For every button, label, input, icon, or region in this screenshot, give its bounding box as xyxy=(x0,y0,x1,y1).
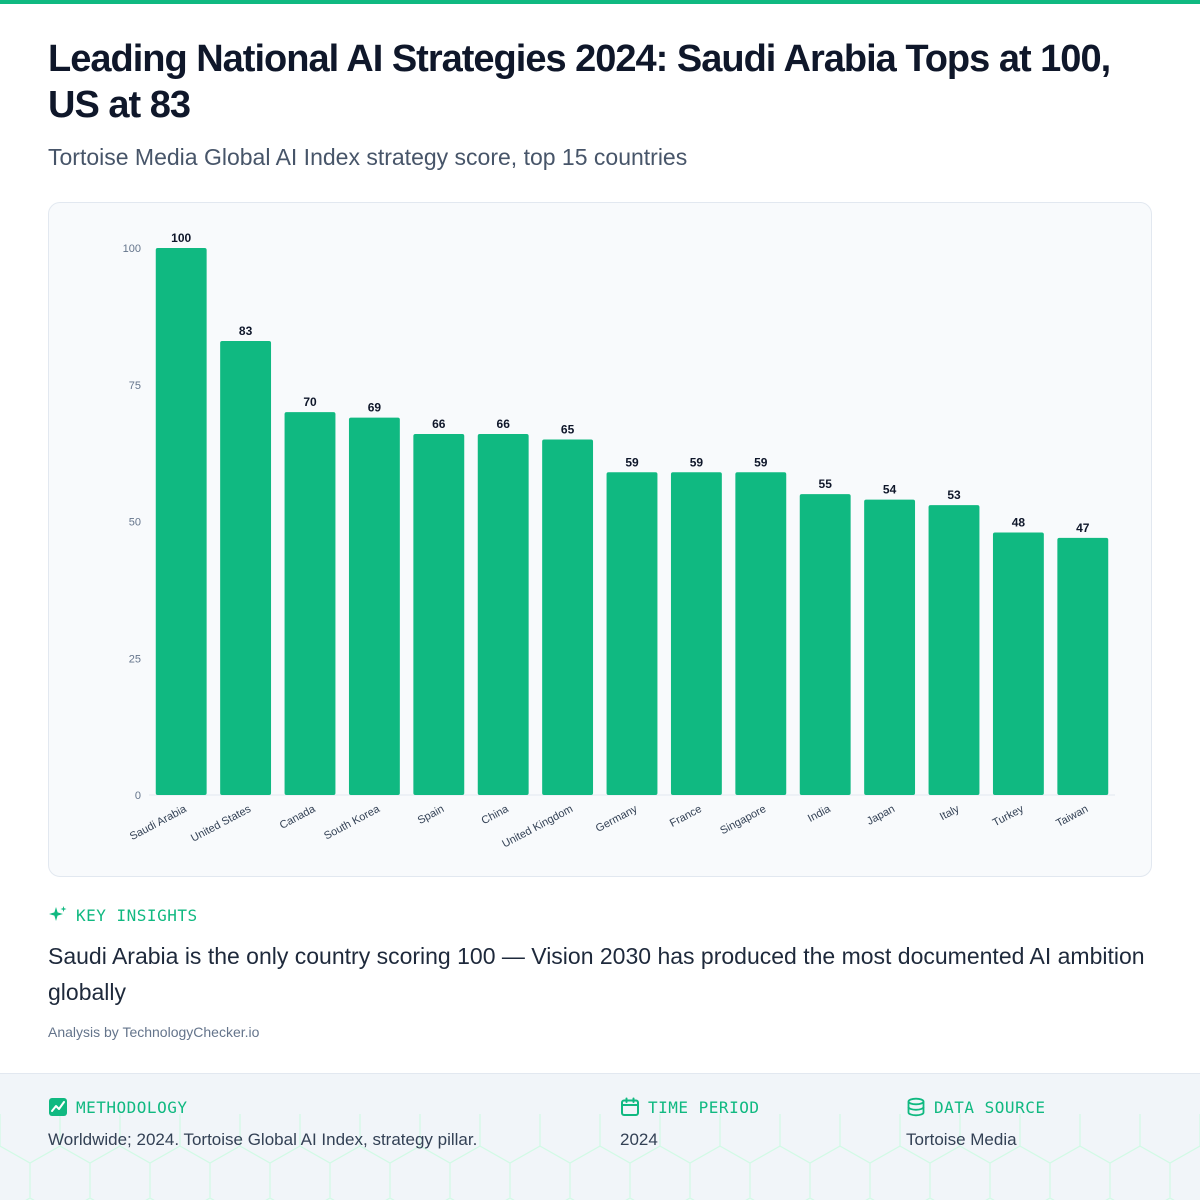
data-label: 100 xyxy=(171,231,191,245)
bar xyxy=(992,532,1044,795)
bar xyxy=(477,433,529,795)
data-source-text: Tortoise Media xyxy=(906,1130,1017,1149)
time-period-text: 2024 xyxy=(620,1130,658,1149)
x-tick-label: Canada xyxy=(278,803,318,832)
data-label: 70 xyxy=(303,395,317,409)
x-tick-label: China xyxy=(480,803,512,828)
data-label: 59 xyxy=(754,455,768,469)
calendar-icon xyxy=(621,1097,639,1116)
x-tick-label: Saudi Arabia xyxy=(128,803,189,843)
methodology-text: Worldwide; 2024. Tortoise Global AI Inde… xyxy=(48,1130,478,1149)
page-subtitle: Tortoise Media Global AI Index strategy … xyxy=(48,144,688,170)
x-tick-label: Singapore xyxy=(718,803,768,837)
page-title: Leading National AI Strategies 2024: Sau… xyxy=(48,38,1111,126)
data-label: 65 xyxy=(561,422,575,436)
bar xyxy=(799,494,851,795)
attribution: Analysis by TechnologyChecker.io xyxy=(48,1024,260,1040)
x-tick-label: France xyxy=(668,803,704,830)
y-tick-label: 100 xyxy=(123,243,141,255)
bar xyxy=(348,417,400,795)
bar xyxy=(413,433,465,795)
bar-chart: 0 25 50 75 100 100 Saudi Arabia 83 United States… xyxy=(123,231,1115,850)
bar xyxy=(1057,537,1109,795)
data-label: 66 xyxy=(497,417,511,431)
x-tick-label: Germany xyxy=(594,803,640,835)
insights-heading: KEY INSIGHTS xyxy=(48,905,198,925)
data-label: 69 xyxy=(368,401,382,415)
x-tick-label: United States xyxy=(189,803,253,845)
x-tick-label: South Korea xyxy=(322,803,382,843)
footer: METHODOLOGY Worldwide; 2024. Tortoise Gl… xyxy=(0,1073,1200,1200)
data-label: 54 xyxy=(883,483,897,497)
x-tick-label: Taiwan xyxy=(1054,803,1090,830)
bar xyxy=(220,340,272,795)
methodology-heading: METHODOLOGY xyxy=(76,1097,188,1117)
data-label: 48 xyxy=(1012,515,1026,529)
time-period-heading: TIME PERIOD xyxy=(648,1097,760,1117)
accent-top-bar xyxy=(0,0,1200,4)
bar xyxy=(606,472,658,795)
data-source-heading: DATA SOURCE xyxy=(934,1097,1046,1117)
sparkle-icon xyxy=(49,906,67,921)
data-label: 83 xyxy=(239,324,253,338)
bar xyxy=(735,472,787,795)
bar xyxy=(670,472,722,795)
x-tick-label: Turkey xyxy=(991,803,1026,829)
data-label: 59 xyxy=(690,455,704,469)
bar xyxy=(542,439,594,795)
data-label: 55 xyxy=(819,477,833,491)
bar xyxy=(928,505,980,795)
data-label: 47 xyxy=(1076,521,1090,535)
data-source-section: DATA SOURCE Tortoise Media xyxy=(906,1096,1045,1150)
chart-card: 0 25 50 75 100 100 Saudi Arabia 83 United States… xyxy=(48,202,1152,877)
y-tick-label: 0 xyxy=(135,790,141,802)
database-icon xyxy=(907,1097,925,1117)
methodology-section: METHODOLOGY Worldwide; 2024. Tortoise Gl… xyxy=(48,1096,477,1150)
y-tick-label: 75 xyxy=(129,380,141,392)
data-label: 59 xyxy=(625,455,639,469)
y-tick-label: 50 xyxy=(129,517,141,529)
bar xyxy=(864,499,916,795)
chart-icon xyxy=(49,1098,67,1116)
data-label: 53 xyxy=(947,488,961,502)
x-tick-label: United Kingdom xyxy=(500,803,575,850)
x-tick-label: Spain xyxy=(416,803,446,827)
data-label: 66 xyxy=(432,417,446,431)
x-tick-label: India xyxy=(806,803,833,825)
insight-text: Saudi Arabia is the only country scoring… xyxy=(48,943,1145,1005)
y-tick-label: 25 xyxy=(129,653,141,665)
insights-heading-label: KEY INSIGHTS xyxy=(76,905,198,925)
x-tick-label: Japan xyxy=(865,803,897,828)
bar xyxy=(284,412,336,795)
time-period-section: TIME PERIOD 2024 xyxy=(620,1096,759,1150)
x-tick-label: Italy xyxy=(938,803,962,823)
bar xyxy=(155,248,207,795)
hexagon-pattern xyxy=(0,1114,1200,1200)
